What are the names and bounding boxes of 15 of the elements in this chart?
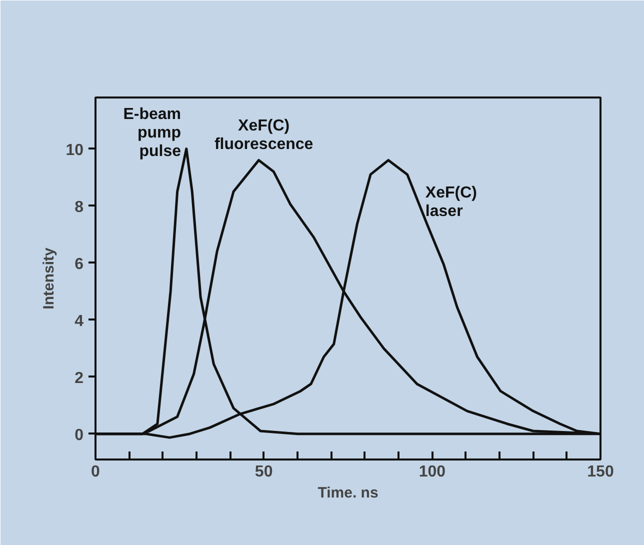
- y-tick-label: 4: [74, 312, 84, 330]
- series-label: E-beam pump pulse: [123, 106, 182, 160]
- x-tick-label: 0: [91, 464, 100, 480]
- y-tick-label: 10: [66, 142, 84, 159]
- x-tick-label: 50: [254, 464, 273, 480]
- series-label: XeF(C) laser: [425, 184, 477, 220]
- y-tick-label: 6: [74, 256, 84, 273]
- y-tick-label: 0: [74, 426, 84, 444]
- x-tick-label: 150: [587, 464, 614, 480]
- x-axis-title: Time. ns: [318, 484, 378, 502]
- y-axis-title: Intensity: [40, 247, 58, 310]
- x-tick-label: 100: [418, 464, 446, 480]
- series-label: XeF(C) fluorescence: [214, 117, 314, 154]
- y-tick-label: 8: [74, 198, 84, 216]
- y-tick-label: 2: [74, 370, 84, 387]
